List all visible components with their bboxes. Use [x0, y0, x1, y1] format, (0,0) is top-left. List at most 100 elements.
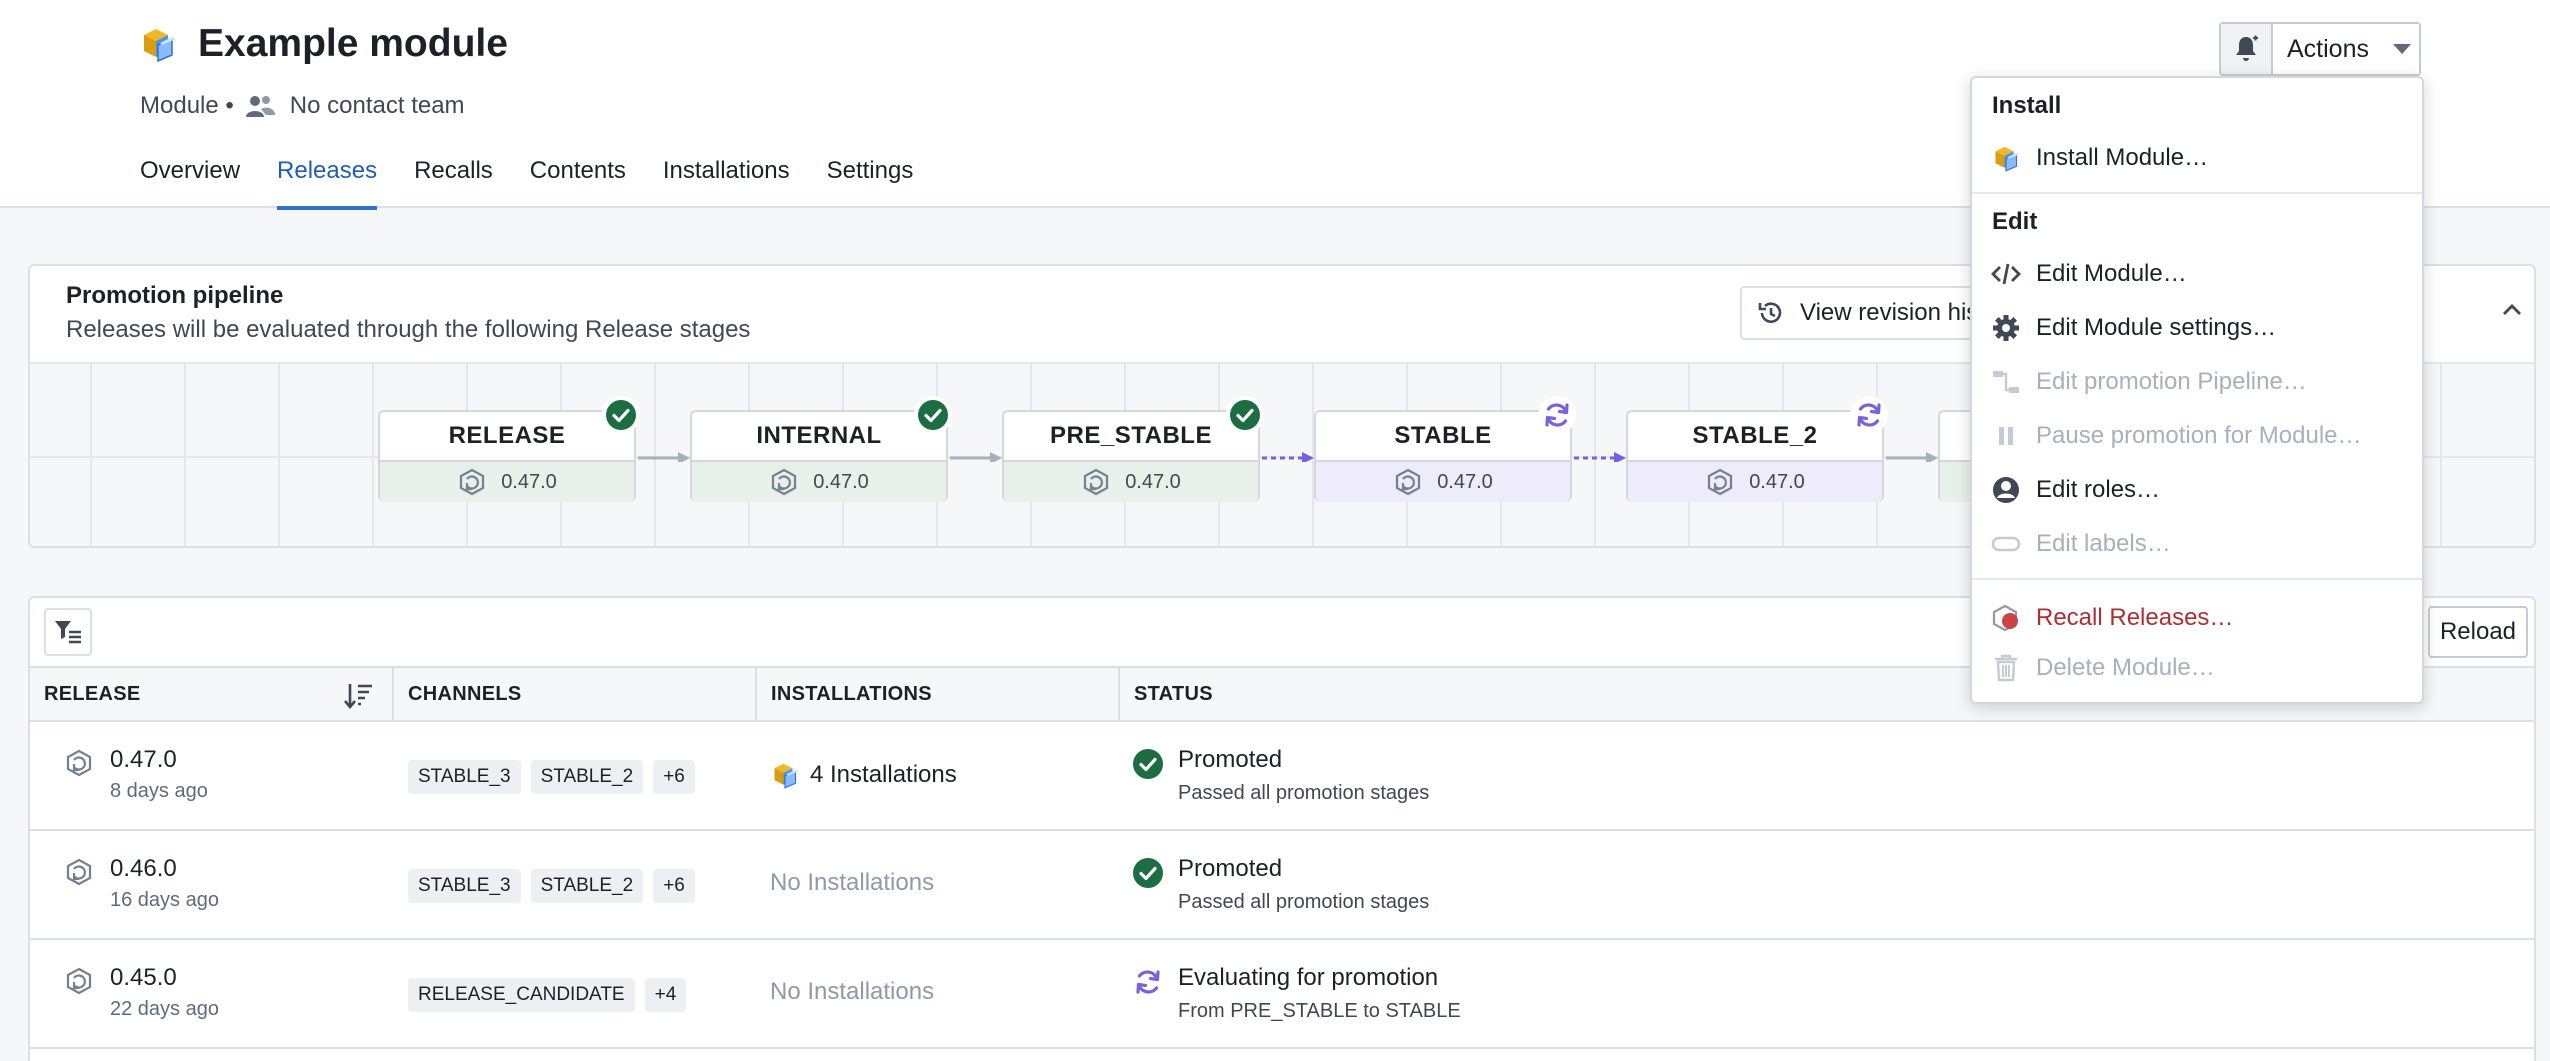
menu-item-recall-releases[interactable]: Recall Releases… [1990, 598, 2233, 638]
status-label: Promoted [1178, 746, 1283, 773]
release-icon [1393, 467, 1423, 497]
tab-contents[interactable]: Contents [529, 157, 626, 184]
menu-item-edit-settings[interactable]: Edit Module settings… [1990, 308, 2276, 348]
promoted-check-icon [1132, 748, 1164, 780]
menu-item-edit-labels: Edit labels… [1990, 524, 2171, 564]
status-detail: Passed all promotion stages [1178, 782, 1430, 804]
stage-stable-2[interactable]: STABLE_2 0.47.0 [1626, 396, 1888, 502]
caret-down-icon [2392, 44, 2411, 54]
page-title: Example module [198, 22, 508, 65]
pipeline-icon [1993, 371, 2019, 393]
module-icon [770, 760, 800, 790]
evaluating-refresh-icon [1538, 396, 1576, 434]
column-header-channels[interactable]: CHANNELS [394, 668, 757, 720]
evaluating-refresh-icon [1132, 966, 1164, 998]
channel-chips: RELEASE_CANDIDATE +4 [408, 978, 696, 1012]
release-version[interactable]: 0.45.0 [110, 964, 177, 991]
column-header-label: RELEASE [44, 682, 141, 705]
dashed-arrow-right-icon [1262, 452, 1314, 462]
stage-version: 0.47.0 [692, 460, 946, 502]
column-header-status[interactable]: STATUS [1120, 668, 2534, 720]
stage-pre-stable[interactable]: PRE_STABLE 0.47.0 [1002, 396, 1264, 502]
menu-item-edit-roles[interactable]: Edit roles… [1990, 470, 2160, 510]
tab-overview[interactable]: Overview [140, 157, 241, 184]
channel-chips: STABLE_3 STABLE_2 +6 [408, 869, 705, 903]
channel-more-chip[interactable]: +6 [653, 869, 695, 903]
tab-settings[interactable]: Settings [826, 157, 914, 184]
actions-button[interactable]: Actions [2273, 24, 2419, 74]
evaluating-refresh-icon [1850, 396, 1888, 434]
module-meta: Module • No contact team [140, 92, 465, 120]
release-age: 16 days ago [110, 889, 219, 911]
release-icon [457, 467, 487, 497]
pause-icon [1999, 427, 2013, 445]
reload-button[interactable]: Reload [2428, 606, 2528, 658]
menu-item-delete-module: Delete Module… [1990, 648, 2215, 688]
stage-version: 0.47.0 [380, 460, 634, 502]
menu-item-label: Install Module… [2036, 144, 2209, 171]
arrow-right-icon [950, 452, 1002, 462]
chevron-up-icon[interactable] [2500, 298, 2524, 322]
tab-releases[interactable]: Releases [277, 150, 378, 210]
stage-version-text: 0.47.0 [501, 470, 557, 493]
status-detail: From PRE_STABLE to STABLE [1178, 1000, 1461, 1022]
table-row[interactable]: 0.46.0 16 days ago STABLE_3 STABLE_2 +6 … [30, 831, 2534, 940]
menu-item-edit-pipeline: Edit promotion Pipeline… [1990, 362, 2307, 402]
menu-item-label: Edit Module… [2036, 260, 2187, 287]
contact-team-label[interactable]: No contact team [289, 92, 465, 119]
channel-chip: STABLE_3 [408, 869, 521, 903]
sort-desc-icon[interactable] [342, 682, 374, 710]
release-age: 22 days ago [110, 998, 219, 1020]
channel-more-chip[interactable]: +4 [644, 978, 687, 1012]
release-age: 8 days ago [110, 780, 208, 802]
module-icon [1991, 143, 2021, 173]
menu-divider [1972, 578, 2422, 580]
menu-item-label: Edit roles… [2036, 476, 2161, 503]
recall-icon [1992, 604, 2018, 632]
stage-name: INTERNAL [756, 422, 882, 449]
menu-item-label: Edit labels… [2036, 530, 2171, 557]
history-label: View revision his [1800, 299, 1979, 326]
people-icon [245, 96, 275, 117]
gear-icon [1993, 315, 2019, 341]
stage-stable[interactable]: STABLE 0.47.0 [1314, 396, 1576, 502]
status-label: Promoted [1178, 855, 1283, 882]
stage-version: 0.47.0 [1628, 460, 1882, 502]
channel-more-chip[interactable]: +6 [653, 760, 695, 794]
menu-item-label: Recall Releases… [2036, 604, 2234, 631]
column-header-release[interactable]: RELEASE [30, 668, 394, 720]
filter-button[interactable] [44, 608, 92, 656]
menu-item-install-module[interactable]: Install Module… [1990, 138, 2208, 178]
table-row[interactable]: 0.45.0 22 days ago RELEASE_CANDIDATE +4 … [30, 940, 2534, 1049]
menu-section-install: Install [1992, 92, 2062, 119]
column-header-installations[interactable]: INSTALLATIONS [757, 668, 1120, 720]
status-detail: Passed all promotion stages [1178, 891, 1430, 913]
release-version[interactable]: 0.46.0 [110, 855, 177, 882]
history-icon [1758, 302, 1782, 323]
stage-version: 0.47.0 [1316, 460, 1570, 502]
column-header-label: CHANNELS [408, 682, 522, 705]
release-icon [1705, 467, 1735, 497]
tab-recalls[interactable]: Recalls [414, 157, 493, 184]
stage-internal[interactable]: INTERNAL 0.47.0 [690, 396, 952, 502]
column-header-label: INSTALLATIONS [771, 682, 932, 705]
stage-release[interactable]: RELEASE 0.47.0 [378, 396, 640, 502]
stage-name: STABLE [1394, 422, 1492, 449]
release-version[interactable]: 0.47.0 [110, 746, 177, 773]
installations-count: No Installations [770, 978, 935, 1005]
menu-item-edit-module[interactable]: Edit Module… [1990, 254, 2187, 294]
channel-chip: STABLE_3 [408, 760, 521, 794]
menu-item-pause-promotion: Pause promotion for Module… [1990, 416, 2362, 456]
title-row: Example module [138, 22, 508, 66]
stage-version-text: 0.47.0 [1749, 470, 1805, 493]
tab-installations[interactable]: Installations [662, 157, 790, 184]
table-row[interactable]: 0.47.0 8 days ago STABLE_3 STABLE_2 +6 4… [30, 722, 2534, 831]
trash-icon [1995, 654, 2017, 682]
promoted-check-icon [602, 396, 640, 434]
installations-count: 4 Installations [810, 761, 957, 788]
notifications-button[interactable] [2221, 24, 2273, 74]
installations-count: No Installations [770, 869, 935, 896]
release-icon [64, 966, 94, 996]
arrow-right-icon [1886, 452, 1938, 462]
installations-cell[interactable]: 4 Installations [770, 760, 957, 790]
